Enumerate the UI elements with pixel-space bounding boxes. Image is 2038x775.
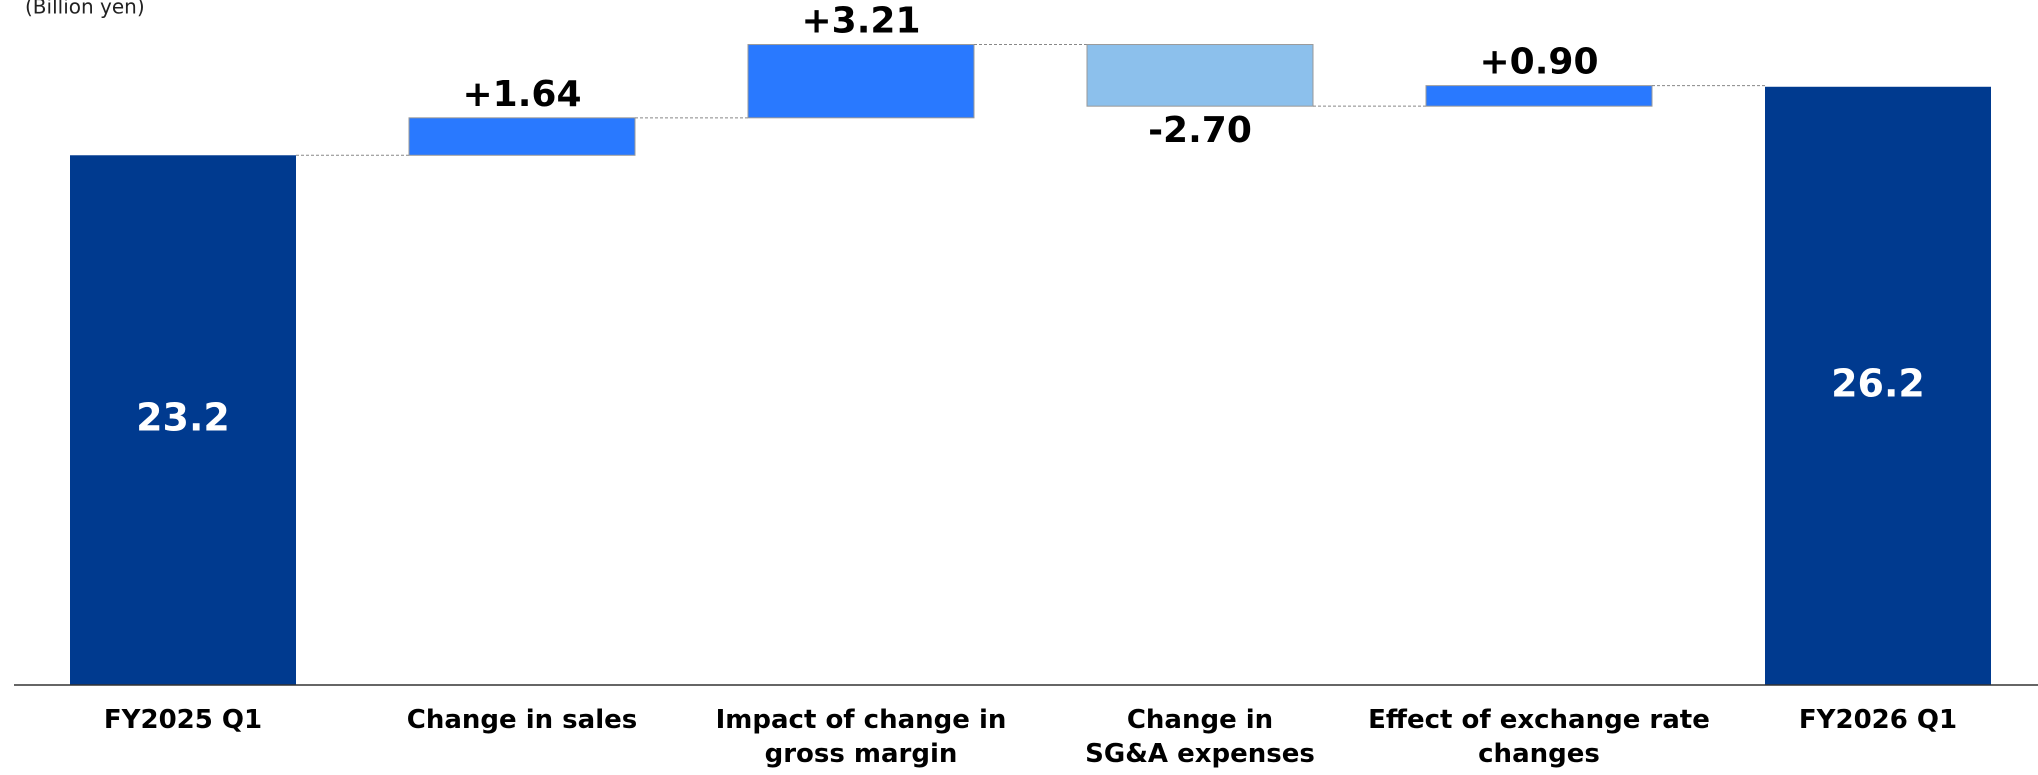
x-tick-label-line: Effect of exchange rate — [1368, 705, 1710, 735]
bar — [747, 44, 975, 119]
bar — [408, 117, 636, 156]
bar — [70, 155, 296, 685]
unit-label: (Billion yen) — [25, 0, 145, 19]
x-tick-label-line: Impact of change in — [716, 705, 1007, 735]
value-label: 23.2 — [136, 396, 230, 440]
bar — [1765, 86, 1991, 686]
value-label: 26.2 — [1831, 361, 1925, 405]
x-tick-label: FY2026 Q1 — [1799, 705, 1957, 735]
bar — [1086, 44, 1314, 107]
x-tick-label: Change in sales — [407, 705, 637, 735]
bar — [1425, 85, 1653, 107]
x-tick-label-line: gross margin — [765, 739, 958, 769]
x-tick-label: Change in SG&A expenses — [1085, 705, 1315, 769]
x-tick-label-line: Change in sales — [407, 705, 637, 735]
x-tick-label-line: FY2026 Q1 — [1799, 705, 1957, 735]
x-tick-label: Impact of change in gross margin — [716, 705, 1007, 769]
x-tick-label-line: FY2025 Q1 — [104, 705, 262, 735]
x-tick-label-line: Change in — [1127, 705, 1273, 735]
x-tick-label: FY2025 Q1 — [104, 705, 262, 735]
value-label: +1.64 — [463, 74, 582, 115]
x-tick-label-line: SG&A expenses — [1085, 739, 1315, 769]
value-label: +0.90 — [1480, 42, 1599, 83]
value-label: +3.21 — [802, 1, 921, 42]
x-tick-label: Effect of exchange rate changes — [1368, 705, 1710, 769]
x-tick-label-line: changes — [1478, 739, 1600, 769]
value-label: -2.70 — [1148, 110, 1252, 151]
